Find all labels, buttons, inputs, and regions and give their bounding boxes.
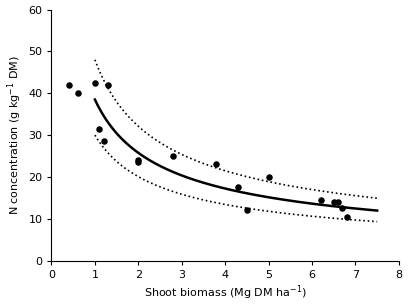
Point bbox=[244, 208, 250, 213]
Point bbox=[265, 175, 272, 180]
X-axis label: Shoot biomass (Mg DM ha$^{-1}$): Shoot biomass (Mg DM ha$^{-1}$) bbox=[144, 284, 306, 302]
Point bbox=[339, 206, 346, 211]
Point bbox=[235, 185, 242, 190]
Point bbox=[96, 126, 102, 131]
Point bbox=[105, 83, 111, 87]
Point bbox=[213, 162, 220, 167]
Point bbox=[92, 80, 98, 85]
Point bbox=[100, 139, 107, 144]
Point bbox=[135, 158, 142, 163]
Point bbox=[344, 214, 350, 219]
Point bbox=[135, 160, 142, 165]
Point bbox=[330, 200, 337, 205]
Point bbox=[170, 154, 176, 159]
Point bbox=[317, 197, 324, 202]
Point bbox=[66, 83, 72, 87]
Point bbox=[74, 91, 81, 96]
Point bbox=[335, 200, 341, 205]
Y-axis label: N concentration (g kg$^{-1}$ DM): N concentration (g kg$^{-1}$ DM) bbox=[6, 55, 24, 215]
